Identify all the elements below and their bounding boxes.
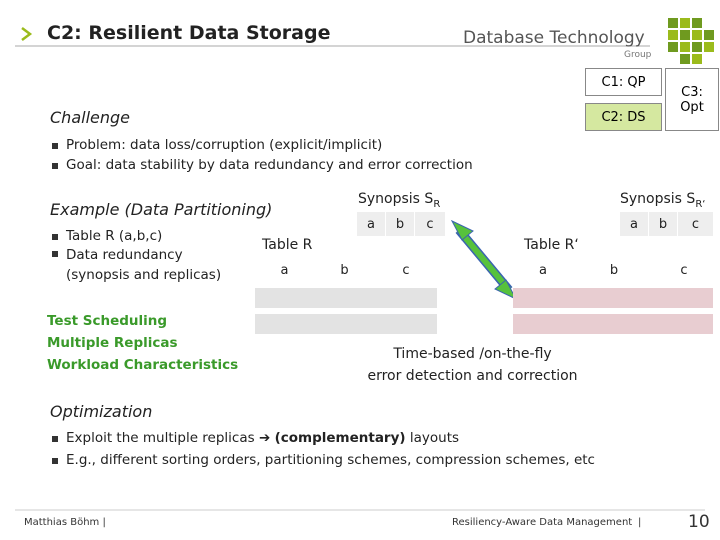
label-sub: R‘: [695, 198, 706, 210]
topics: Test Scheduling Multiple Replicas Worklo…: [47, 310, 238, 376]
cell: b: [574, 258, 654, 282]
logo-sub: Group: [624, 50, 652, 60]
cell: c: [678, 212, 713, 236]
footer-center: Resiliency-Aware Data Management: [452, 517, 633, 528]
bold: (complementary): [274, 430, 406, 446]
cell: c: [655, 258, 713, 282]
heading: Challenge: [50, 108, 130, 127]
cell: a: [513, 258, 573, 282]
logo: Database Technology: [463, 28, 645, 48]
arrow: ➔: [258, 430, 271, 446]
caption-line: error detection and correction: [367, 368, 578, 384]
synopsis-label: Synopsis SR: [358, 191, 440, 210]
nav-c3[interactable]: C3: Opt: [665, 68, 719, 131]
cell: b: [386, 212, 414, 236]
synopsis-label: Synopsis SR‘: [620, 191, 705, 210]
cell: b: [649, 212, 677, 236]
bullet: Exploit the multiple replicas ➔ (complem…: [50, 430, 459, 446]
bullet: Problem: data loss/corruption (explicit/…: [50, 137, 382, 153]
label-sub: R: [433, 198, 441, 210]
topic[interactable]: Workload Characteristics: [47, 357, 239, 373]
bullet: Goal: data stability by data redundancy …: [50, 157, 473, 173]
cell: c: [375, 258, 437, 282]
bullet: Data redundancy (synopsis and replicas): [50, 245, 236, 285]
cell: a: [357, 212, 385, 236]
bullet: E.g., different sorting orders, partitio…: [50, 452, 595, 468]
footer-separator: |: [638, 517, 642, 528]
page-number: 10: [688, 512, 710, 532]
cell: a: [255, 258, 314, 282]
heading: Optimization: [50, 402, 153, 421]
text: Exploit the multiple replicas: [66, 430, 255, 446]
text: layouts: [409, 430, 460, 446]
topic[interactable]: Test Scheduling: [47, 313, 168, 329]
heading: Example (Data Partitioning): [50, 200, 273, 219]
nav-c1[interactable]: C1: QP: [585, 68, 662, 96]
table-label: Table R‘: [524, 237, 579, 253]
title: C2: Resilient Data Storage: [47, 22, 331, 44]
cell: c: [415, 212, 445, 236]
footer-author: Matthias Böhm |: [24, 517, 106, 528]
table-label: Table R: [262, 237, 313, 253]
label: Synopsis S: [358, 191, 434, 207]
nav-c3-line: C3:: [681, 84, 703, 100]
row: [255, 314, 437, 334]
cell: b: [315, 258, 374, 282]
cell: a: [620, 212, 648, 236]
nav-c2[interactable]: C2: DS: [585, 103, 662, 131]
row: [513, 314, 713, 334]
nav-c3-line: Opt: [680, 99, 704, 115]
bullet: Table R (a,b,c): [50, 228, 162, 244]
row: [255, 288, 437, 308]
label: Synopsis S: [620, 191, 696, 207]
row: [513, 288, 713, 308]
caption: Time-based /on-the-fly error detection a…: [360, 343, 585, 387]
topic[interactable]: Multiple Replicas: [47, 335, 178, 351]
caption-line: Time-based /on-the-fly: [393, 346, 552, 362]
